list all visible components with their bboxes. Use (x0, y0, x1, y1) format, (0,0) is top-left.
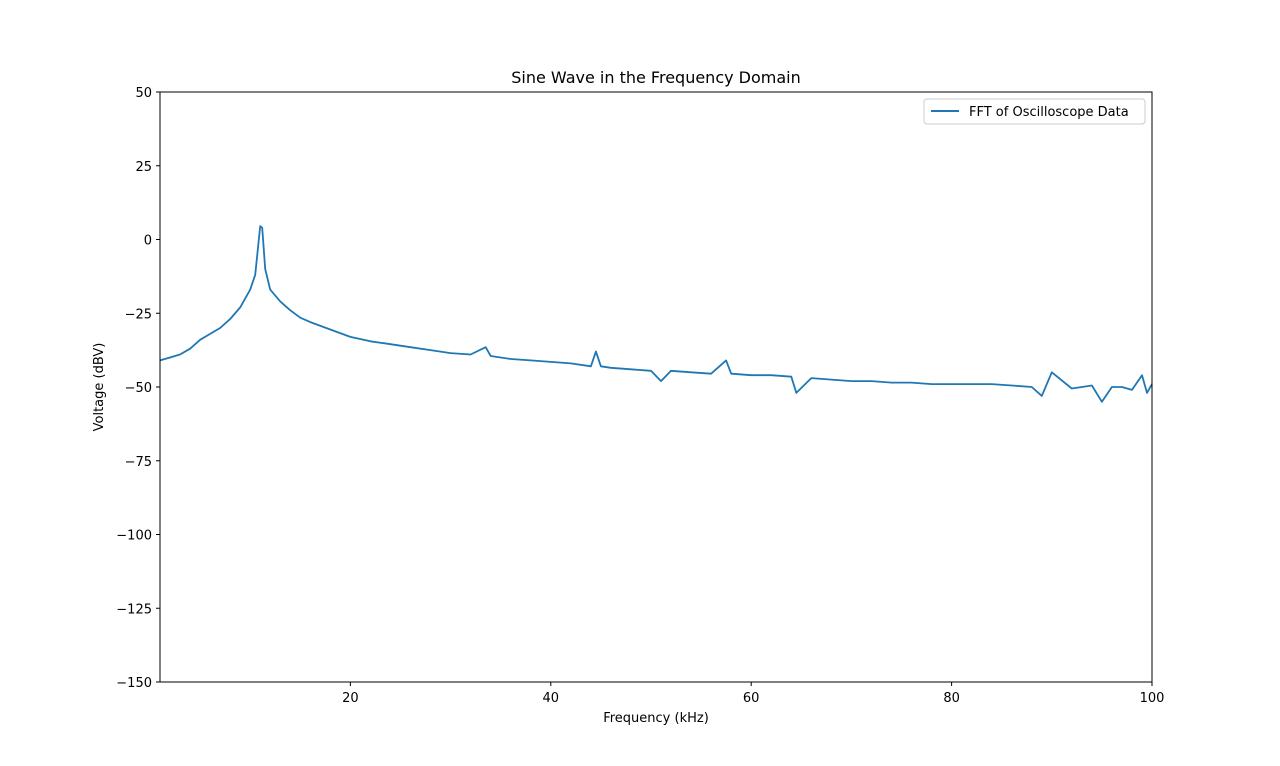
y-axis-label: Voltage (dBV) (92, 343, 107, 432)
x-axis-label: Frequency (kHz) (603, 711, 709, 726)
y-tick-label: −150 (116, 676, 152, 691)
x-tick-label: 20 (342, 691, 359, 706)
y-tick-label: −75 (125, 455, 152, 470)
plot-background (160, 92, 1152, 682)
y-tick-label: −100 (116, 529, 152, 544)
y-tick-label: −125 (116, 602, 152, 617)
y-tick-label: 50 (135, 86, 152, 101)
legend-label: FFT of Oscilloscope Data (969, 105, 1129, 120)
y-tick-label: 0 (144, 234, 152, 249)
x-tick-label: 60 (743, 691, 760, 706)
chart-title: Sine Wave in the Frequency Domain (511, 68, 801, 87)
x-tick-label: 40 (543, 691, 560, 706)
x-tick-label: 100 (1140, 691, 1165, 706)
y-tick-label: −50 (125, 381, 152, 396)
legend: FFT of Oscilloscope Data (924, 99, 1145, 124)
plot-area (160, 92, 1152, 682)
y-tick-label: 25 (135, 160, 152, 175)
y-tick-label: −25 (125, 307, 152, 322)
x-tick-label: 80 (943, 691, 960, 706)
